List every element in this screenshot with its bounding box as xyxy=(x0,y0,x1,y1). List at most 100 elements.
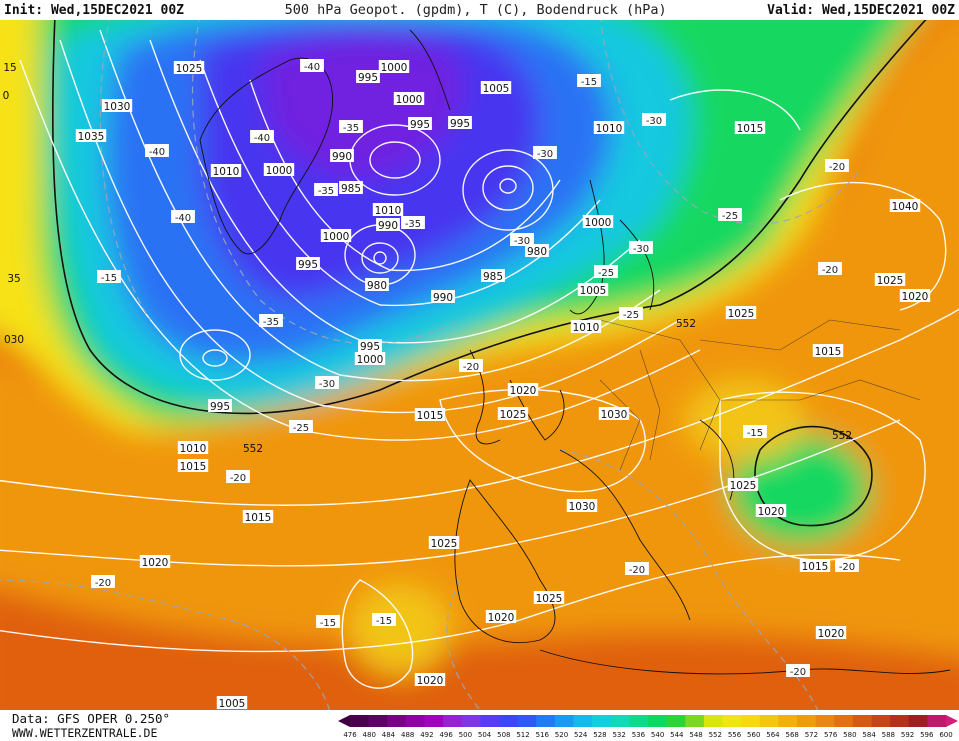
temperature-label-bg xyxy=(145,144,169,157)
isobar-label: 1030 xyxy=(569,501,596,513)
temperature-label: -15 xyxy=(376,616,392,627)
legend-value: 524 xyxy=(574,731,588,739)
isobar-label-bg xyxy=(480,81,512,94)
isobar-label-bg xyxy=(372,203,404,216)
isobar-label: 1015 xyxy=(245,512,272,524)
edge-label: 0 xyxy=(3,90,10,102)
temperature-label-bg xyxy=(259,314,283,327)
legend-value: 520 xyxy=(555,731,568,739)
legend-value: 528 xyxy=(593,731,606,739)
isobar-label: 1020 xyxy=(902,291,929,303)
isobar-label-bg xyxy=(365,278,389,291)
isobar-label-bg xyxy=(566,499,598,512)
temperature-label: -15 xyxy=(101,273,117,284)
temperature-label-bg xyxy=(786,664,810,677)
temperature-label-bg xyxy=(642,113,666,126)
map-header: Init: Wed,15DEC2021 00Z 500 hPa Geopot. … xyxy=(0,0,959,20)
isobar-label: 1020 xyxy=(142,557,169,569)
isobar-label: 1010 xyxy=(573,322,600,334)
temperature-label-bg xyxy=(629,241,653,254)
legend-value: 540 xyxy=(651,731,664,739)
isobar-label-bg xyxy=(734,121,766,134)
legend-value: 512 xyxy=(516,731,529,739)
temperature-label: -30 xyxy=(319,379,335,390)
legend-value: 492 xyxy=(420,731,433,739)
legend-swatch xyxy=(927,715,947,727)
legend-value: 532 xyxy=(612,731,625,739)
height-contour-label: 552 xyxy=(676,318,696,330)
legend-value: 516 xyxy=(536,731,550,739)
legend-value: 500 xyxy=(459,731,472,739)
temperature-label: -40 xyxy=(304,62,320,73)
isobar-label: 1000 xyxy=(585,217,612,229)
isobar-label-bg xyxy=(139,555,171,568)
isobar-label: 1035 xyxy=(78,131,105,143)
temperature-label: -20 xyxy=(463,362,479,373)
temperature-label-bg xyxy=(314,183,338,196)
legend-swatch xyxy=(517,715,537,727)
legend-value: 552 xyxy=(709,731,722,739)
height-contour-label: 552 xyxy=(243,443,263,455)
temperature-label: -25 xyxy=(722,211,738,222)
temperature-label-bg xyxy=(594,265,618,278)
legend-swatch xyxy=(741,715,761,727)
isobar-label: 995 xyxy=(210,401,230,413)
website-label: WWW.WETTERZENTRALE.DE xyxy=(12,726,158,740)
isobar-label: 995 xyxy=(450,118,470,130)
isobar-label: 1025 xyxy=(500,409,527,421)
legend-swatch xyxy=(592,715,612,727)
legend-swatch xyxy=(890,715,910,727)
isobar-label-bg xyxy=(177,441,209,454)
legend-value: 556 xyxy=(728,731,742,739)
isobar-label: 1000 xyxy=(396,94,423,106)
temperature-label-bg xyxy=(401,216,425,229)
edge-labels: 15 35 030 0 xyxy=(3,62,24,346)
isobar-label-bg xyxy=(593,121,625,134)
legend-swatch xyxy=(778,715,798,727)
legend-value: 488 xyxy=(401,731,414,739)
legend-swatch xyxy=(871,715,891,727)
edge-label: 030 xyxy=(4,334,24,346)
isobar-label: 1015 xyxy=(417,410,444,422)
legend-value: 480 xyxy=(363,731,376,739)
isobar-label-bg xyxy=(356,70,380,83)
legend-swatch xyxy=(573,715,593,727)
legend-swatch xyxy=(610,715,630,727)
isobar-label-bg xyxy=(216,696,248,709)
legend-swatch xyxy=(499,715,519,727)
edge-label: 35 xyxy=(7,273,20,285)
temperature-label: -35 xyxy=(405,219,421,230)
isobar-label-bg xyxy=(582,215,614,228)
isobar-label-bg xyxy=(210,164,242,177)
temperature-label: -20 xyxy=(790,667,806,678)
isobar-label-bg xyxy=(393,92,425,105)
legend-value: 476 xyxy=(343,731,357,739)
legend-swatch xyxy=(759,715,779,727)
isobar-label-bg xyxy=(320,229,352,242)
legend-swatch xyxy=(424,715,444,727)
temperature-label-bg xyxy=(315,376,339,389)
legend-value: 580 xyxy=(843,731,856,739)
height-552-contour xyxy=(51,20,927,527)
temperature-label: -20 xyxy=(629,565,645,576)
temperature-label: -20 xyxy=(839,562,855,573)
legend-value: 592 xyxy=(901,731,914,739)
isobar-label: 1025 xyxy=(536,593,563,605)
legend-swatch xyxy=(629,715,649,727)
isobar-label-bg xyxy=(727,478,759,491)
isobar-label: 1015 xyxy=(815,346,842,358)
isobar-label: 1010 xyxy=(596,123,623,135)
legend-value: 576 xyxy=(824,731,838,739)
isobar-label-bg xyxy=(497,407,529,420)
legend-swatch xyxy=(666,715,686,727)
isobar-label: 995 xyxy=(410,119,430,131)
isobar-label-bg xyxy=(533,591,565,604)
coastlines xyxy=(199,29,951,675)
legend-value: 504 xyxy=(478,731,492,739)
legend-swatch xyxy=(703,715,723,727)
temperature-label-bg xyxy=(619,307,643,320)
temperature-label: -30 xyxy=(514,236,530,247)
legend-value: 572 xyxy=(805,731,818,739)
